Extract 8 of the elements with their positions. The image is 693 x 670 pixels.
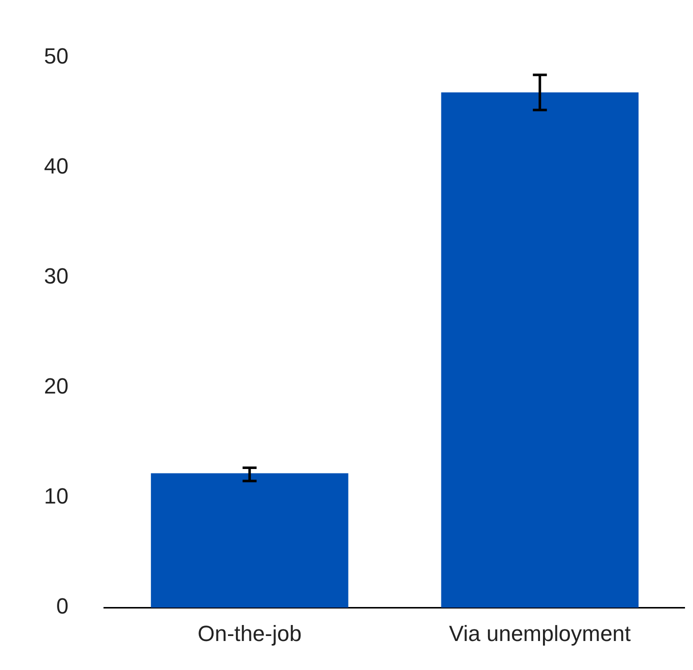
y-tick-label: 40 (44, 153, 68, 178)
y-tick-label: 50 (44, 43, 68, 68)
x-tick-label: Via unemployment (448, 620, 631, 646)
y-tick-label: 30 (44, 263, 68, 288)
y-tick-label: 0 (56, 594, 68, 619)
y-tick-label: 20 (44, 374, 68, 399)
y-tick-label: 10 (44, 484, 68, 509)
x-tick-label: On-the-job (198, 620, 302, 646)
